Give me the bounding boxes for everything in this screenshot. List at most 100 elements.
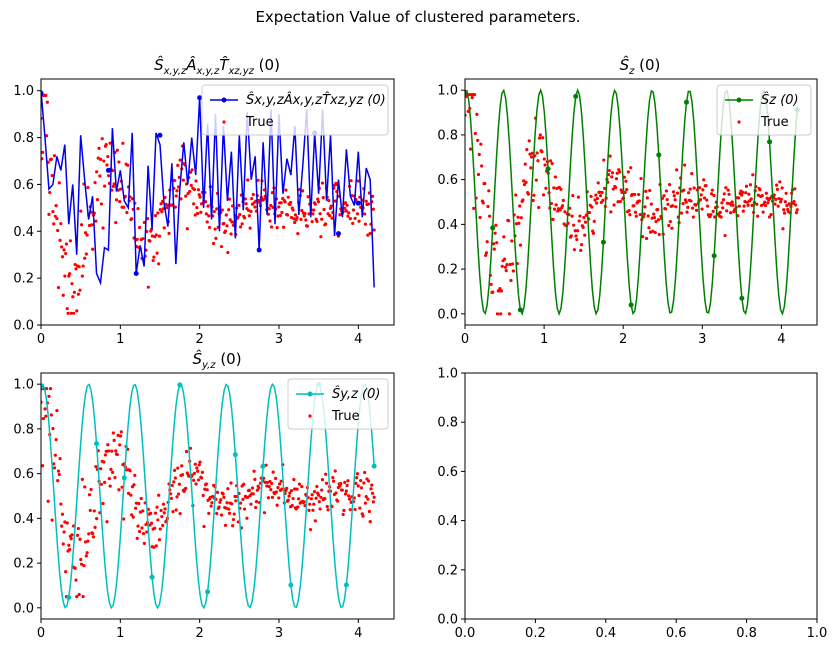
true-point [197,463,201,467]
true-point [81,595,85,599]
true-point [271,470,275,474]
true-point [194,179,198,183]
true-point [283,200,287,204]
true-point [173,476,177,480]
true-point [117,488,121,492]
true-point [517,221,521,225]
true-point [85,233,89,237]
true-point [290,503,294,508]
true-point [184,450,189,454]
true-point [543,163,547,167]
true-point [692,186,696,190]
plot-area: 0.0 0.2 0.4 0.6 0.8 1.0 0.0 0.2 0.4 0.6 0.8 1.0 [437,367,827,642]
true-point [269,225,274,229]
true-point [78,537,82,541]
true-point [54,204,58,208]
true-point [509,278,513,283]
true-point [602,186,607,191]
true-point [652,212,656,216]
true-point [343,492,348,496]
true-point [253,477,257,481]
true-point [77,265,81,269]
y-tick-label: 0.0 [437,307,458,322]
true-point [175,189,179,193]
true-point [152,255,156,259]
true-point [61,542,65,546]
true-point [370,483,374,487]
true-point [125,210,129,215]
true-point [793,187,797,191]
true-point [766,201,770,205]
true-point [767,215,772,219]
true-point [484,251,489,255]
true-point [654,220,658,224]
y-tick-label: 0.0 [13,601,34,616]
true-point [553,175,557,179]
true-point [103,184,107,188]
true-point [135,237,139,241]
true-point [106,154,110,159]
true-point [656,218,661,222]
true-point [172,480,176,484]
true-point [287,494,291,498]
series-marker [232,452,238,458]
true-point [229,232,233,236]
true-point [572,223,576,227]
true-point [711,209,715,213]
x-tick-label: 0.2 [525,626,546,641]
true-point [276,486,280,490]
true-point [552,186,556,190]
true-point [52,154,57,158]
true-point [293,220,297,225]
true-point [712,193,716,198]
true-point [311,212,315,216]
true-point [103,480,107,484]
true-point [480,164,484,168]
true-point [296,231,300,236]
true-point [348,508,352,512]
true-point [140,526,144,530]
true-point [794,203,798,207]
true-point [74,578,78,582]
true-point [141,509,145,513]
true-point [169,496,173,501]
true-point [740,190,745,194]
true-point [329,204,333,208]
true-point [364,199,368,203]
legend-series-label: Ŝx,y,zÂx,y,zT̂xz,yz (0) [246,92,386,108]
true-point [56,469,61,473]
true-point [592,219,596,223]
true-point [257,486,261,490]
true-point [729,211,733,215]
true-point [599,200,603,205]
true-point [230,220,234,224]
true-point [204,200,208,204]
true-point [310,220,314,224]
legend-true-swatch [308,414,312,418]
true-point [522,182,527,187]
true-point [740,193,744,197]
true-point [134,501,139,505]
true-point [794,211,799,215]
true-point [595,196,600,201]
true-point [193,213,197,217]
true-point [749,197,753,201]
true-point [113,475,117,480]
true-point [719,215,723,219]
true-point [529,166,533,170]
x-tick-label: 0.4 [595,626,616,641]
true-point [62,530,66,534]
true-point [64,570,68,574]
true-point [758,188,762,192]
true-point [356,484,360,488]
true-point [211,241,216,246]
true-point [602,158,606,162]
true-point [223,229,228,233]
true-point [162,511,166,515]
true-point [275,226,279,230]
true-point [535,151,539,155]
true-point [675,191,680,195]
true-point [56,285,61,290]
true-point [94,219,98,223]
true-point [324,472,328,476]
